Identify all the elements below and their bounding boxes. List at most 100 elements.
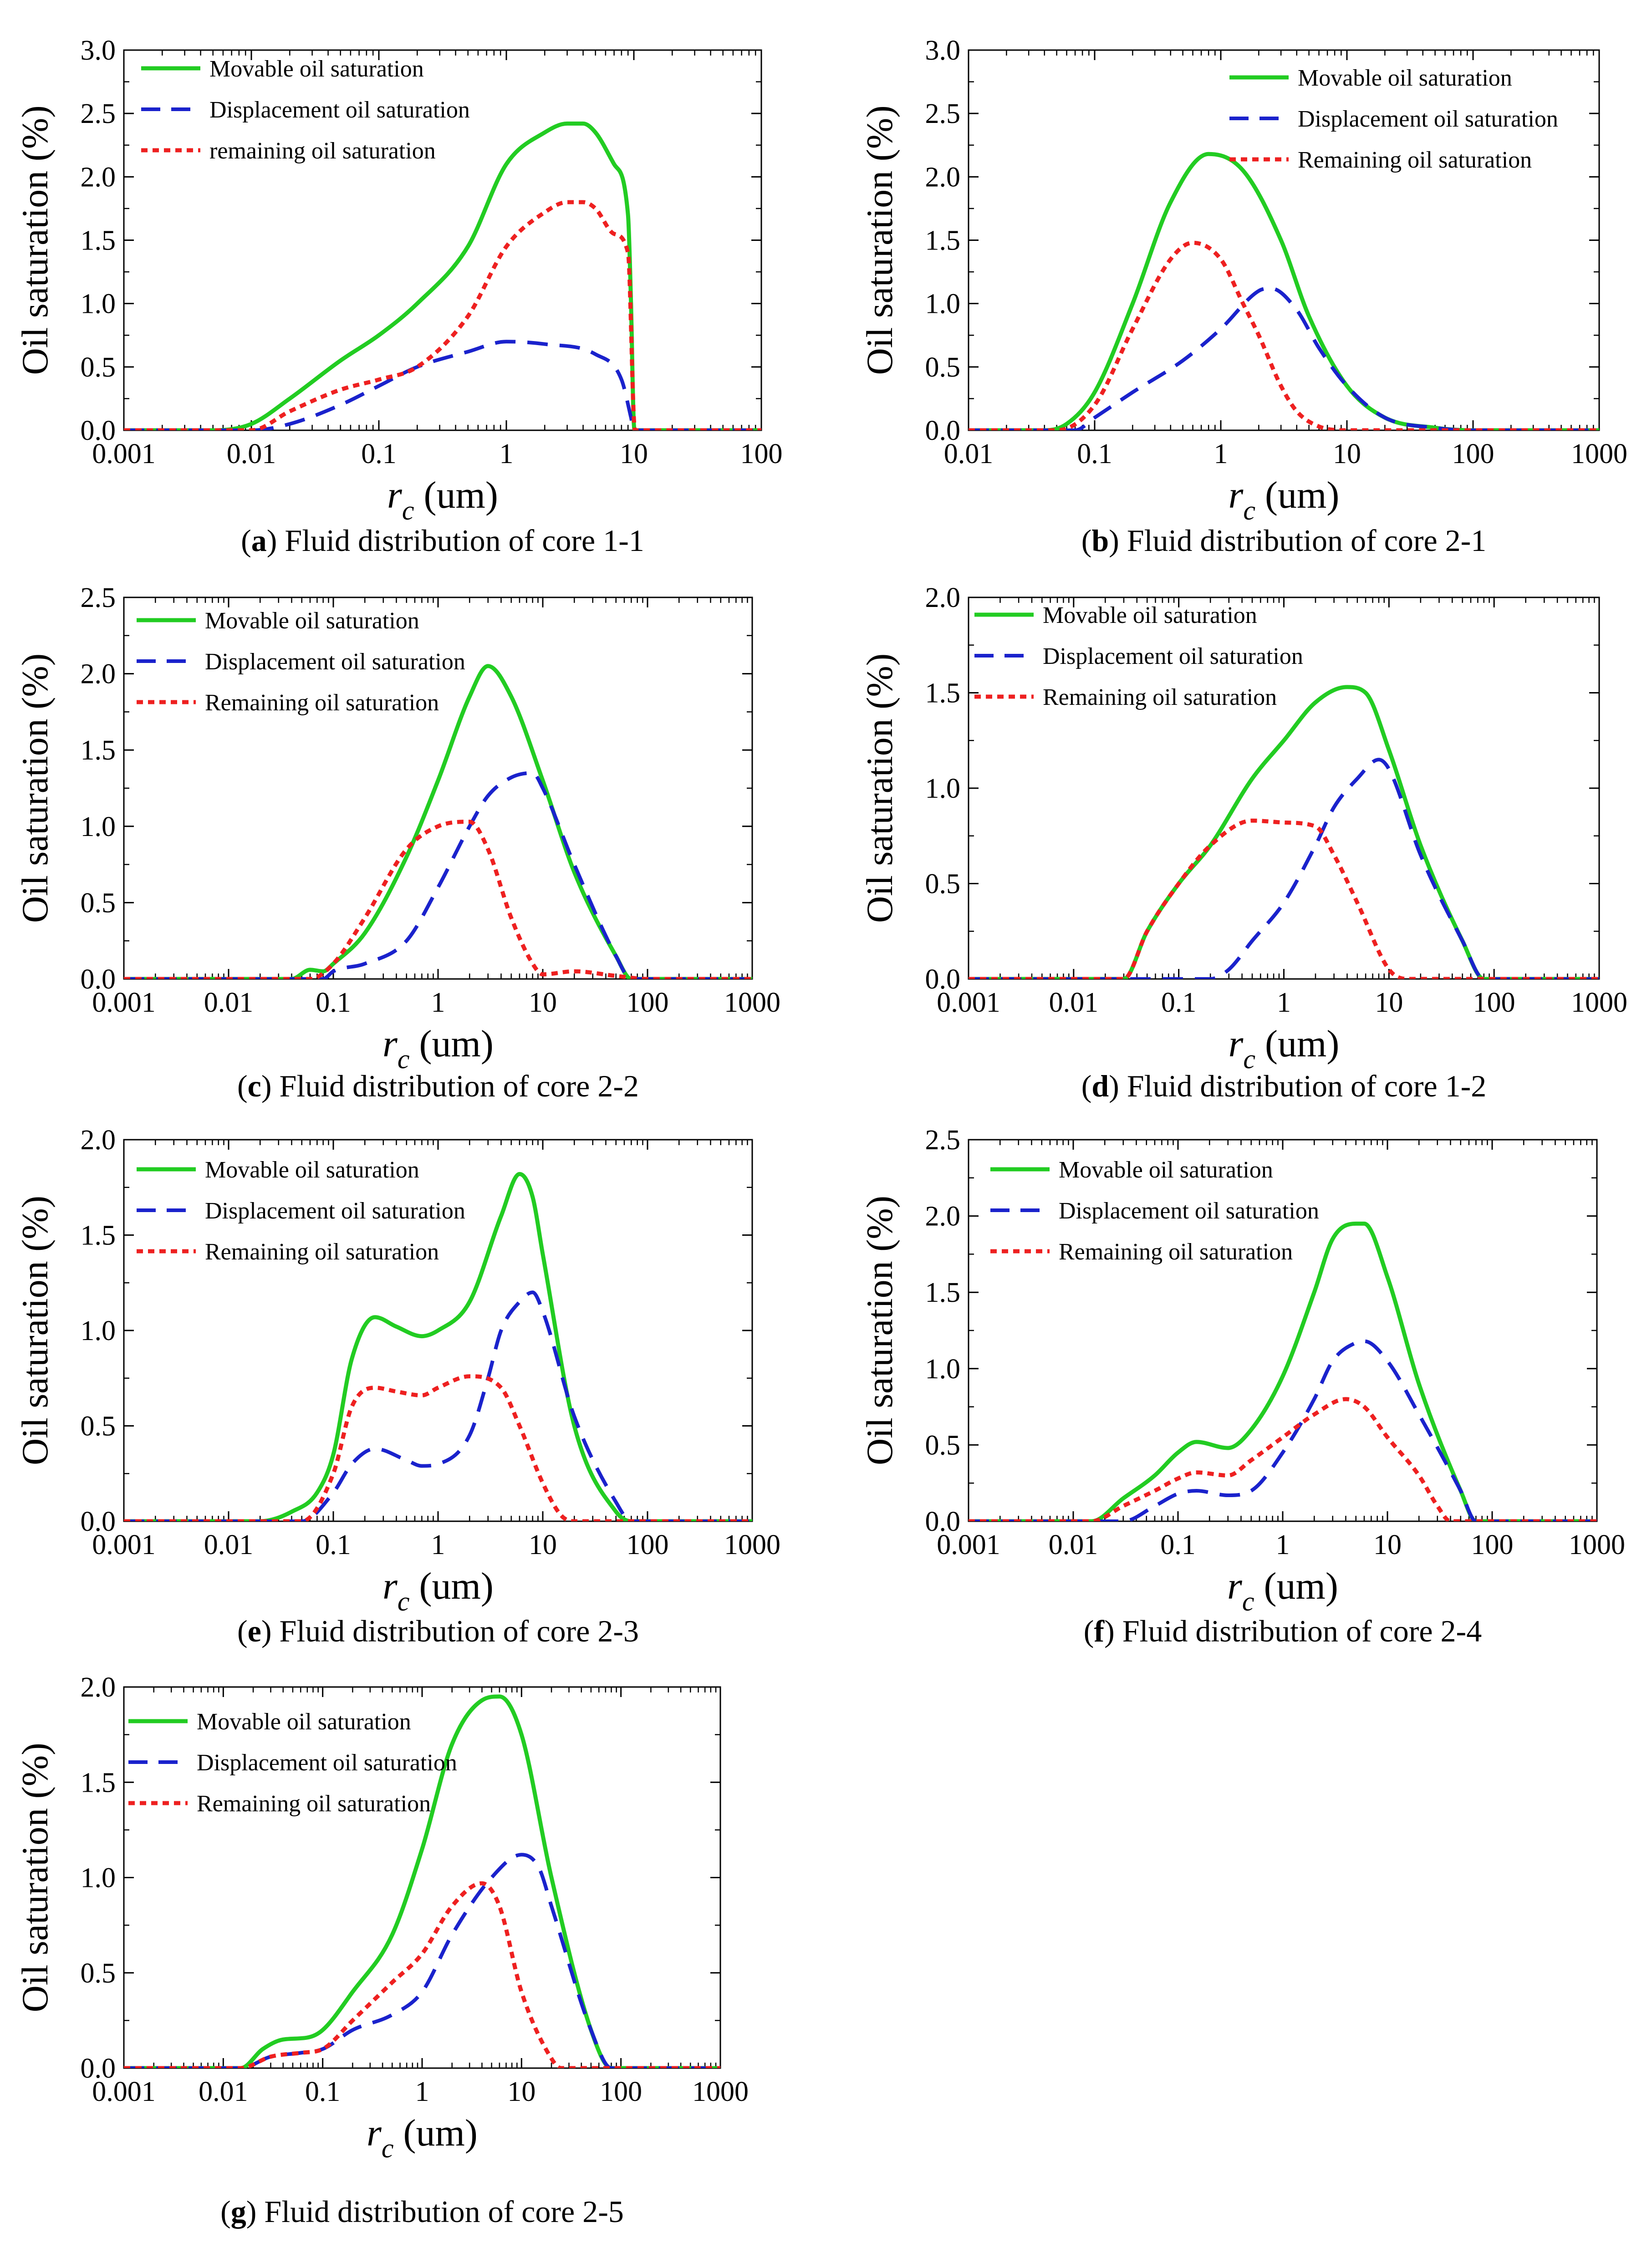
y-tick-label: 2.0 [81, 162, 116, 193]
x-tick-label: 0.01 [204, 1529, 254, 1560]
legend-label: Displacement oil saturation [1059, 1198, 1319, 1224]
legend-label: Movable oil saturation [205, 1157, 419, 1183]
caption-open-paren: ( [1081, 1069, 1092, 1103]
x-tick-label: 0.01 [204, 987, 254, 1018]
x-tick-label: 0.001 [92, 2076, 156, 2107]
caption-text: Fluid distribution of core 1-1 [285, 523, 644, 558]
legend-label: remaining oil saturation [209, 138, 436, 164]
y-tick-label: 0.5 [81, 352, 116, 383]
x-tick-label: 1000 [724, 1529, 780, 1560]
x-tick-label: 1000 [724, 987, 780, 1018]
x-tick-label: 0.001 [92, 987, 156, 1018]
y-tick-label: 1.0 [925, 773, 961, 804]
x-tick-label: 1 [431, 987, 445, 1018]
caption-open-paren: ( [1081, 523, 1092, 558]
y-tick-label: 0.0 [925, 415, 961, 446]
y-tick-label: 0.0 [81, 964, 116, 995]
panel-caption: (b) Fluid distribution of core 2-1 [1081, 523, 1487, 558]
y-tick-label: 0.0 [81, 2053, 116, 2084]
x-tick-label: 10 [620, 438, 648, 469]
x-tick-label: 1000 [1571, 987, 1627, 1018]
y-tick-label: 2.5 [925, 1125, 961, 1156]
x-axis-label: rc (um) [1229, 1023, 1340, 1074]
caption-letter: b [1091, 523, 1109, 558]
caption-close-paren: ) [261, 1069, 280, 1103]
caption-open-paren: ( [220, 2194, 231, 2229]
x-label-symbol: r [1229, 474, 1244, 516]
y-tick-label: 0.0 [925, 964, 961, 995]
y-tick-label: 1.5 [925, 225, 961, 256]
chart-panel-g: 0.001 0.01 0.1 1 10 100 1000 0.0 0.5 1.0 1.5 2.0 Oil… [14, 1672, 749, 2229]
series-line-remaining [969, 818, 1599, 979]
y-tick-label: 0.5 [925, 352, 961, 383]
series-line-movable [124, 1694, 720, 2068]
legend: Movable oil saturation Displacement oil s… [137, 608, 465, 716]
caption-close-paren: ) [261, 1614, 280, 1648]
series-line-remaining [969, 1397, 1597, 1521]
x-tick-label: 0.01 [944, 438, 994, 469]
y-tick-label: 2.0 [81, 1125, 116, 1156]
y-tick-label: 0.0 [81, 1506, 116, 1537]
x-tick-label: 10 [1333, 438, 1361, 469]
caption-text: Fluid distribution of core 2-4 [1122, 1614, 1482, 1648]
caption-close-paren: ) [267, 523, 285, 558]
legend-label: Movable oil saturation [1059, 1157, 1273, 1183]
legend-label: Displacement oil saturation [205, 649, 465, 675]
x-tick-label: 100 [1471, 1529, 1514, 1560]
caption-letter: a [251, 523, 267, 558]
caption-letter: c [248, 1069, 261, 1103]
caption-text: Fluid distribution of core 1-2 [1127, 1069, 1486, 1103]
x-label-subscript: c [398, 1044, 410, 1074]
y-axis-label: Oil saturation (%) [859, 653, 900, 923]
series-line-remaining [124, 200, 761, 430]
y-tick-label: 2.0 [81, 659, 116, 690]
legend-label: Movable oil saturation [209, 56, 424, 82]
caption-close-paren: ) [1109, 523, 1127, 558]
x-label-subscript: c [1243, 495, 1255, 525]
caption-text: Fluid distribution of core 2-2 [280, 1069, 639, 1103]
x-tick-label: 10 [1375, 987, 1403, 1018]
x-label-symbol: r [387, 474, 402, 516]
chart-panel-f: 0.001 0.01 0.1 1 10 100 1000 0.0 0.5 1.0 1.5 2.0 2.5… [859, 1125, 1625, 1648]
x-label-unit: (um) [1254, 1565, 1338, 1607]
y-tick-label: 2.0 [81, 1672, 116, 1703]
legend-label: Displacement oil saturation [205, 1198, 465, 1224]
series-line-remaining [969, 240, 1599, 430]
y-tick-label: 1.5 [81, 225, 116, 256]
x-label-unit: (um) [410, 1023, 494, 1065]
legend-label: Displacement oil saturation [209, 97, 470, 123]
x-tick-label: 1000 [1571, 438, 1627, 469]
chart-panel-c: 0.001 0.01 0.1 1 10 100 1000 0.0 0.5 1.0 1.5 2.0 2.5… [14, 582, 780, 1103]
x-label-symbol: r [1229, 1023, 1244, 1065]
caption-open-paren: ( [1084, 1614, 1094, 1648]
plot-frame [123, 1686, 721, 2069]
x-tick-label: 0.1 [1077, 438, 1112, 469]
x-tick-label: 0.1 [316, 1529, 351, 1560]
caption-open-paren: ( [241, 523, 251, 558]
plot-frame [968, 1139, 1598, 1522]
chart-panel-a: 0.001 0.01 0.1 1 10 100 0.0 0.5 1.0 1.5 2.0 2.5 3.0 O… [14, 35, 783, 558]
series-line-displacement [969, 1339, 1597, 1521]
series-line-displacement [124, 1853, 720, 2068]
series-line-remaining [124, 820, 752, 979]
panel-caption: (f) Fluid distribution of core 2-4 [1084, 1614, 1482, 1648]
y-tick-label: 1.0 [81, 1863, 116, 1894]
x-label-subscript: c [398, 1586, 410, 1616]
x-tick-label: 1 [431, 1529, 445, 1560]
x-tick-label: 10 [529, 987, 557, 1018]
series-line-displacement [969, 758, 1599, 979]
x-tick-label: 1000 [692, 2076, 749, 2107]
y-tick-label: 2.5 [925, 98, 961, 129]
x-tick-label: 0.001 [92, 438, 156, 469]
y-tick-label: 3.0 [81, 35, 116, 66]
caption-letter: f [1094, 1614, 1105, 1648]
legend-label: Remaining oil saturation [1059, 1239, 1293, 1265]
x-tick-label: 0.01 [199, 2076, 248, 2107]
caption-close-paren: ) [1109, 1069, 1127, 1103]
x-tick-label: 0.001 [92, 1529, 156, 1560]
y-tick-label: 1.5 [81, 735, 116, 766]
x-axis-label: rc (um) [1229, 474, 1340, 525]
caption-text: Fluid distribution of core 2-5 [264, 2194, 623, 2229]
y-axis-label: Oil saturation (%) [859, 1196, 900, 1465]
